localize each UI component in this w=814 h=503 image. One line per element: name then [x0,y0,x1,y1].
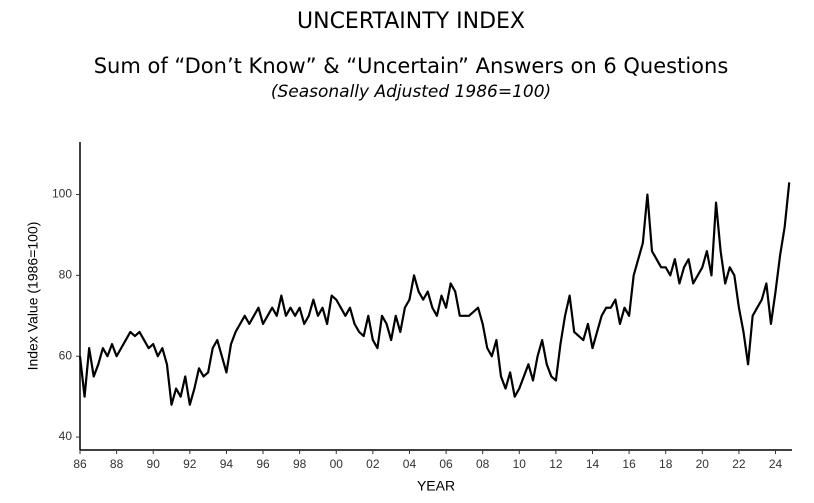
x-tick-label: 08 [476,457,490,471]
x-tick-label: 14 [586,457,600,471]
x-tick-label: 98 [293,457,307,471]
x-tick-label: 90 [147,457,161,471]
x-tick-label: 00 [330,457,344,471]
x-tick-label: 94 [220,457,234,471]
x-tick-label: 10 [513,457,527,471]
x-tick-label: 06 [439,457,453,471]
chart-title: UNCERTAINTY INDEX [297,9,525,34]
x-tick-label: 22 [732,457,746,471]
chart-note: (Seasonally Adjusted 1986=100) [271,82,551,102]
x-tick-label: 86 [73,457,87,471]
x-tick-label: 24 [769,457,783,471]
x-tick-label: 20 [696,457,710,471]
y-tick-label: 80 [59,268,73,282]
x-axis-label: YEAR [417,478,455,494]
x-tick-label: 04 [403,457,417,471]
x-tick-label: 16 [622,457,636,471]
x-tick-label: 96 [256,457,270,471]
chart-subtitle: Sum of “Don’t Know” & “Uncertain” Answer… [94,54,729,78]
line-series [78,182,791,406]
y-tick-label: 60 [59,348,73,362]
x-tick-label: 12 [549,457,563,471]
y-tick-label: 40 [59,429,73,443]
x-tick-label: 92 [183,457,197,471]
x-tick-label: 18 [659,457,673,471]
y-tick-label: 100 [52,187,72,201]
x-tick-label: 02 [366,457,380,471]
x-tick-label: 88 [110,457,124,471]
y-axis-label: Index Value (1986=100) [25,222,41,371]
